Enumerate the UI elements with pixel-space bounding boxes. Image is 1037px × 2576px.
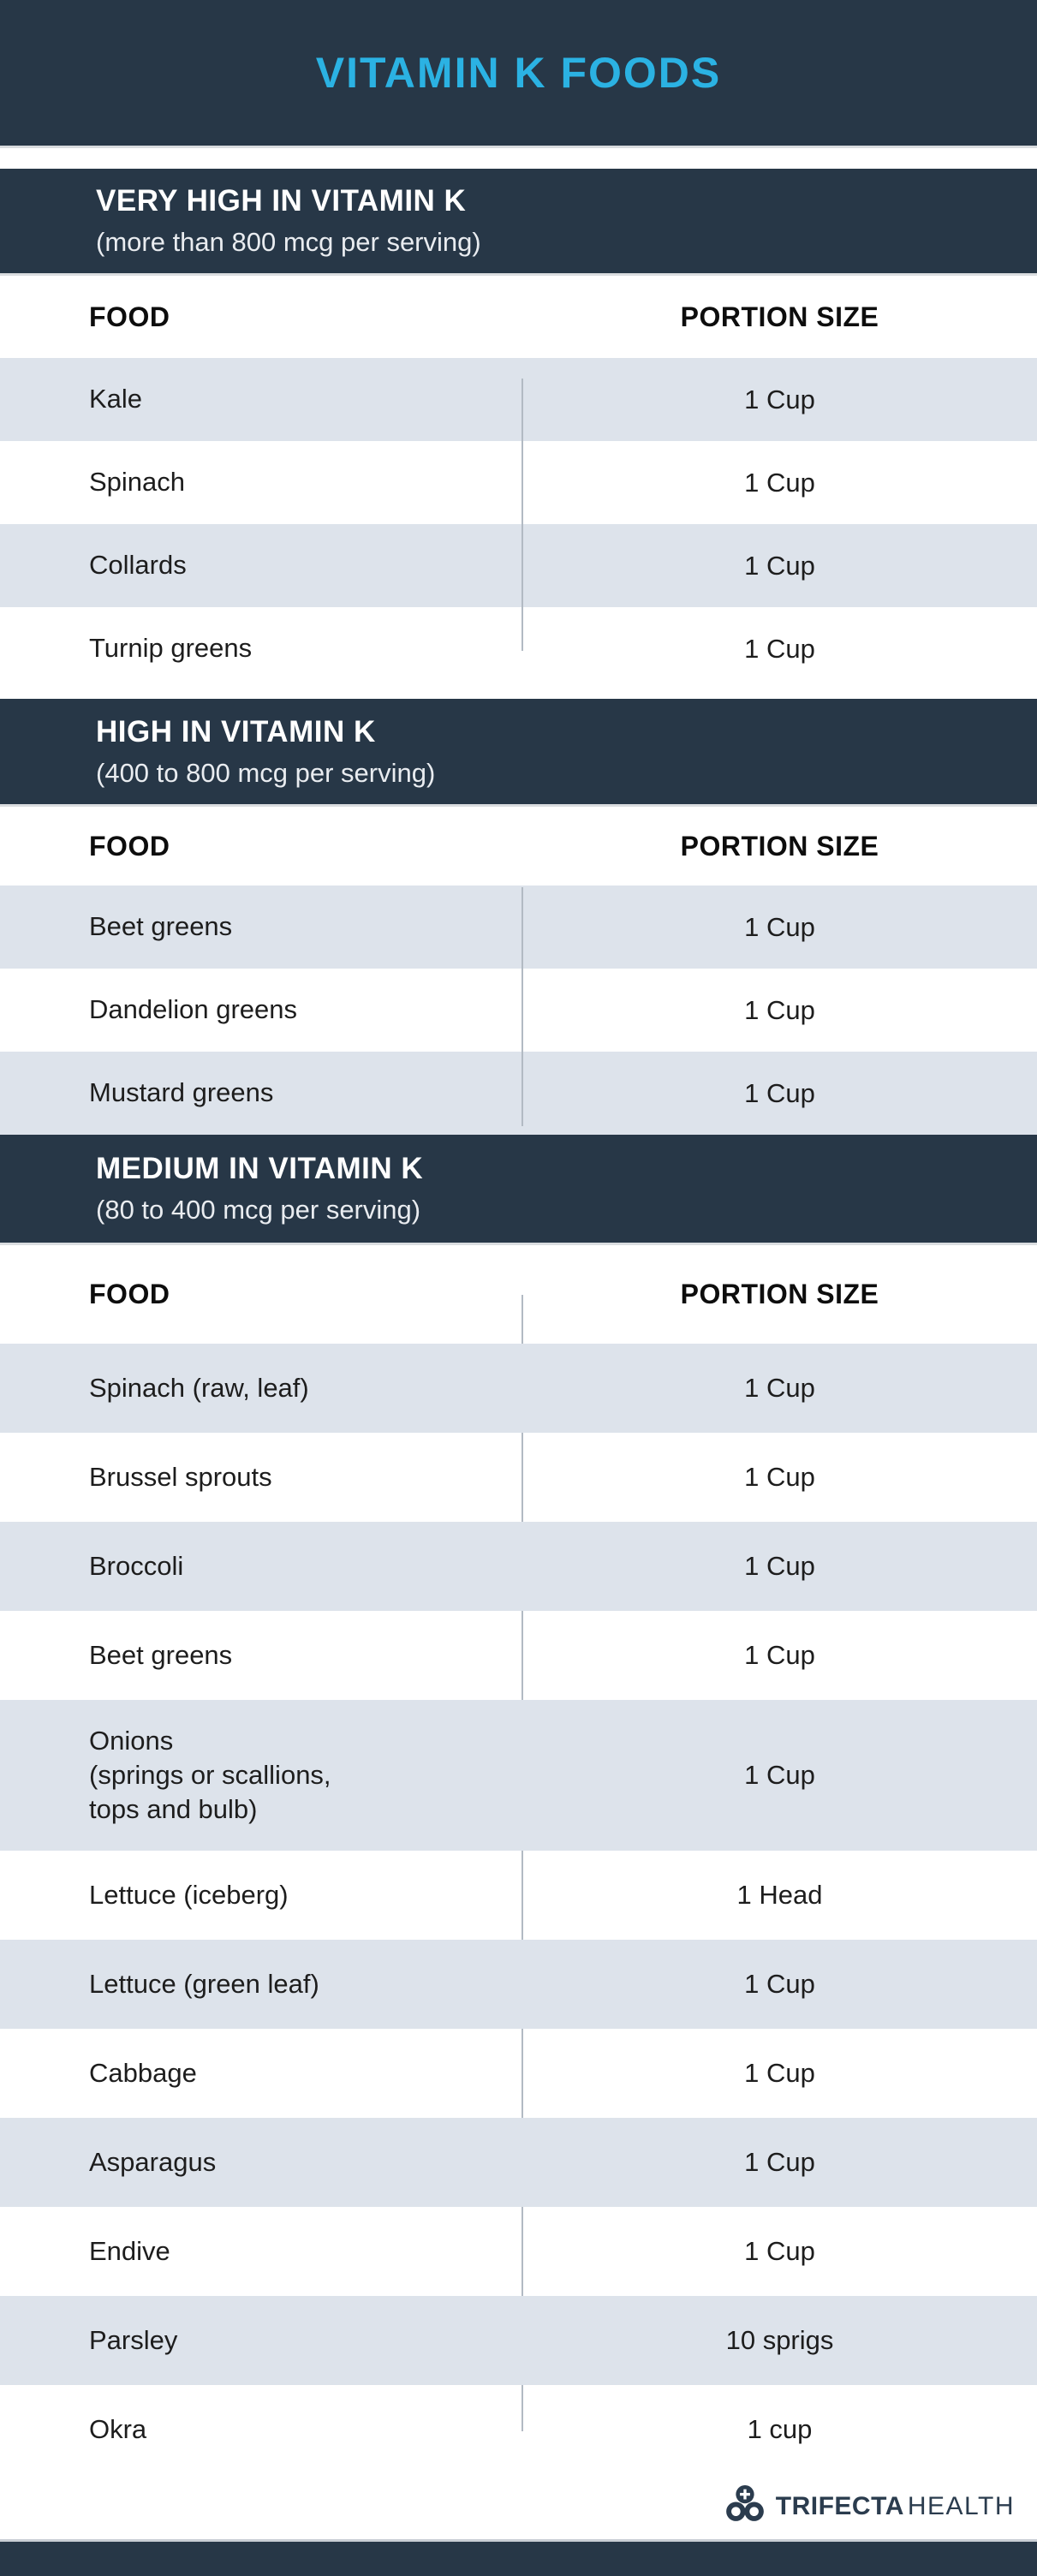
portion-cell: 1 Cup: [744, 911, 815, 942]
portion-cell: 1 Cup: [744, 1760, 815, 1790]
portion-cell: 1 Cup: [744, 550, 815, 581]
food-cell: Collards: [89, 550, 187, 581]
section-subtitle: (more than 800 mcg per serving): [96, 227, 481, 257]
food-cell: Okra: [89, 2413, 147, 2444]
section-header-medium: MEDIUM IN VITAMIN K (80 to 400 mcg per s…: [0, 1135, 1037, 1245]
food-cell: Beet greens: [89, 1639, 233, 1670]
brand-name-light: HEALTH: [907, 2492, 1015, 2520]
section-subtitle: (80 to 400 mcg per serving): [96, 1195, 421, 1225]
bottom-bar: [0, 2539, 1037, 2576]
section-title: MEDIUM IN VITAMIN K: [96, 1152, 424, 1185]
table-row: Kale 1 Cup: [0, 358, 1037, 441]
food-cell: Spinach: [89, 467, 186, 498]
column-header-portion: PORTION SIZE: [680, 830, 879, 862]
table-row: Lettuce (green leaf) 1 Cup: [0, 1940, 1037, 2029]
portion-cell: 1 Head: [736, 1880, 823, 1910]
food-cell: Endive: [89, 2235, 170, 2266]
food-cell: Broccoli: [89, 1550, 184, 1581]
table-row: Spinach (raw, leaf) 1 Cup: [0, 1344, 1037, 1433]
spacer: [0, 148, 1037, 169]
column-header-food: FOOD: [89, 830, 170, 862]
food-cell: Kale: [89, 384, 143, 414]
portion-cell: 1 Cup: [744, 2147, 815, 2177]
brand-name-bold: TRIFECTA: [775, 2492, 904, 2520]
brand-name: TRIFECTA HEALTH: [776, 2492, 1015, 2521]
food-cell: Onions (springs or scallions, tops and b…: [89, 1725, 331, 1825]
table-row: Asparagus 1 Cup: [0, 2118, 1037, 2207]
table-header-row: FOOD PORTION SIZE: [0, 1245, 1037, 1344]
food-cell: Spinach (raw, leaf): [89, 1372, 309, 1403]
column-header-food: FOOD: [89, 1279, 170, 1309]
food-cell: Mustard greens: [89, 1077, 274, 1108]
column-header-portion: PORTION SIZE: [680, 301, 879, 332]
portion-cell: 1 Cup: [744, 467, 815, 498]
table-row: Collards 1 Cup: [0, 524, 1037, 607]
food-table-very-high: FOOD PORTION SIZE Kale 1 Cup Spinach 1 C…: [0, 276, 1037, 690]
portion-cell: 1 Cup: [744, 1969, 815, 1999]
table-row: Okra 1 cup: [0, 2385, 1037, 2474]
table-row: Mustard greens 1 Cup: [0, 1052, 1037, 1135]
page-title: VITAMIN K FOODS: [315, 49, 722, 97]
portion-cell: 1 Cup: [744, 1077, 815, 1108]
section-header-very-high: VERY HIGH IN VITAMIN K (more than 800 mc…: [0, 169, 1037, 276]
title-bar: VITAMIN K FOODS: [0, 0, 1037, 148]
table-row: Parsley 10 sprigs: [0, 2296, 1037, 2385]
portion-cell: 1 Cup: [744, 2058, 815, 2088]
portion-cell: 1 Cup: [744, 384, 815, 414]
portion-cell: 1 Cup: [744, 633, 815, 664]
table-row: Brussel sprouts 1 Cup: [0, 1433, 1037, 1522]
table-row: Cabbage 1 Cup: [0, 2029, 1037, 2118]
food-table-medium: FOOD PORTION SIZE Spinach (raw, leaf) 1 …: [0, 1245, 1037, 2474]
table-header-row: FOOD PORTION SIZE: [0, 276, 1037, 358]
food-cell: Beet greens: [89, 911, 233, 942]
footer: TRIFECTA HEALTH: [0, 2474, 1037, 2539]
section-subtitle: (400 to 800 mcg per serving): [96, 757, 436, 788]
food-cell: Cabbage: [89, 2057, 197, 2088]
table-row: Beet greens 1 Cup: [0, 1611, 1037, 1700]
table-rows: Spinach (raw, leaf) 1 Cup Brussel sprout…: [0, 1344, 1037, 2474]
food-cell: Parsley: [89, 2324, 178, 2355]
table-row: Broccoli 1 Cup: [0, 1522, 1037, 1611]
portion-cell: 10 sprigs: [725, 2325, 834, 2355]
food-cell: Lettuce (iceberg): [89, 1879, 289, 1910]
table-row: Onions (springs or scallions, tops and b…: [0, 1700, 1037, 1851]
portion-cell: 1 Cup: [744, 1462, 815, 1492]
section-title: VERY HIGH IN VITAMIN K: [96, 184, 467, 218]
table-row: Spinach 1 Cup: [0, 441, 1037, 524]
trifecta-logo-icon: [723, 2483, 767, 2531]
table-row: Beet greens 1 Cup: [0, 886, 1037, 969]
food-table-high: FOOD PORTION SIZE Beet greens 1 Cup Dand…: [0, 807, 1037, 1135]
column-divider: [521, 887, 523, 1126]
column-header-food: FOOD: [89, 301, 170, 332]
column-header-portion: PORTION SIZE: [680, 1279, 879, 1309]
portion-cell: 1 Cup: [744, 1551, 815, 1581]
table-row: Dandelion greens 1 Cup: [0, 969, 1037, 1052]
table-row: Endive 1 Cup: [0, 2207, 1037, 2296]
column-divider: [521, 379, 523, 651]
food-cell: Asparagus: [89, 2146, 217, 2177]
column-divider: [521, 1295, 523, 2431]
table-header-row: FOOD PORTION SIZE: [0, 807, 1037, 886]
spacer: [0, 690, 1037, 699]
food-cell: Lettuce (green leaf): [89, 1968, 319, 1999]
portion-cell: 1 Cup: [744, 1373, 815, 1403]
table-rows: Beet greens 1 Cup Dandelion greens 1 Cup…: [0, 886, 1037, 1135]
trifecta-logo: TRIFECTA HEALTH: [723, 2483, 1015, 2531]
section-title: HIGH IN VITAMIN K: [96, 714, 376, 748]
table-row: Lettuce (iceberg) 1 Head: [0, 1851, 1037, 1940]
table-rows: Kale 1 Cup Spinach 1 Cup Collards 1 Cup …: [0, 358, 1037, 690]
portion-cell: 1 Cup: [744, 994, 815, 1025]
table-row: Turnip greens 1 Cup: [0, 607, 1037, 690]
food-cell: Dandelion greens: [89, 994, 298, 1025]
portion-cell: 1 cup: [747, 2414, 813, 2444]
food-cell: Brussel sprouts: [89, 1461, 272, 1492]
portion-cell: 1 Cup: [744, 1640, 815, 1670]
section-header-high: HIGH IN VITAMIN K (400 to 800 mcg per se…: [0, 699, 1037, 807]
portion-cell: 1 Cup: [744, 2236, 815, 2266]
food-cell: Turnip greens: [89, 633, 253, 664]
